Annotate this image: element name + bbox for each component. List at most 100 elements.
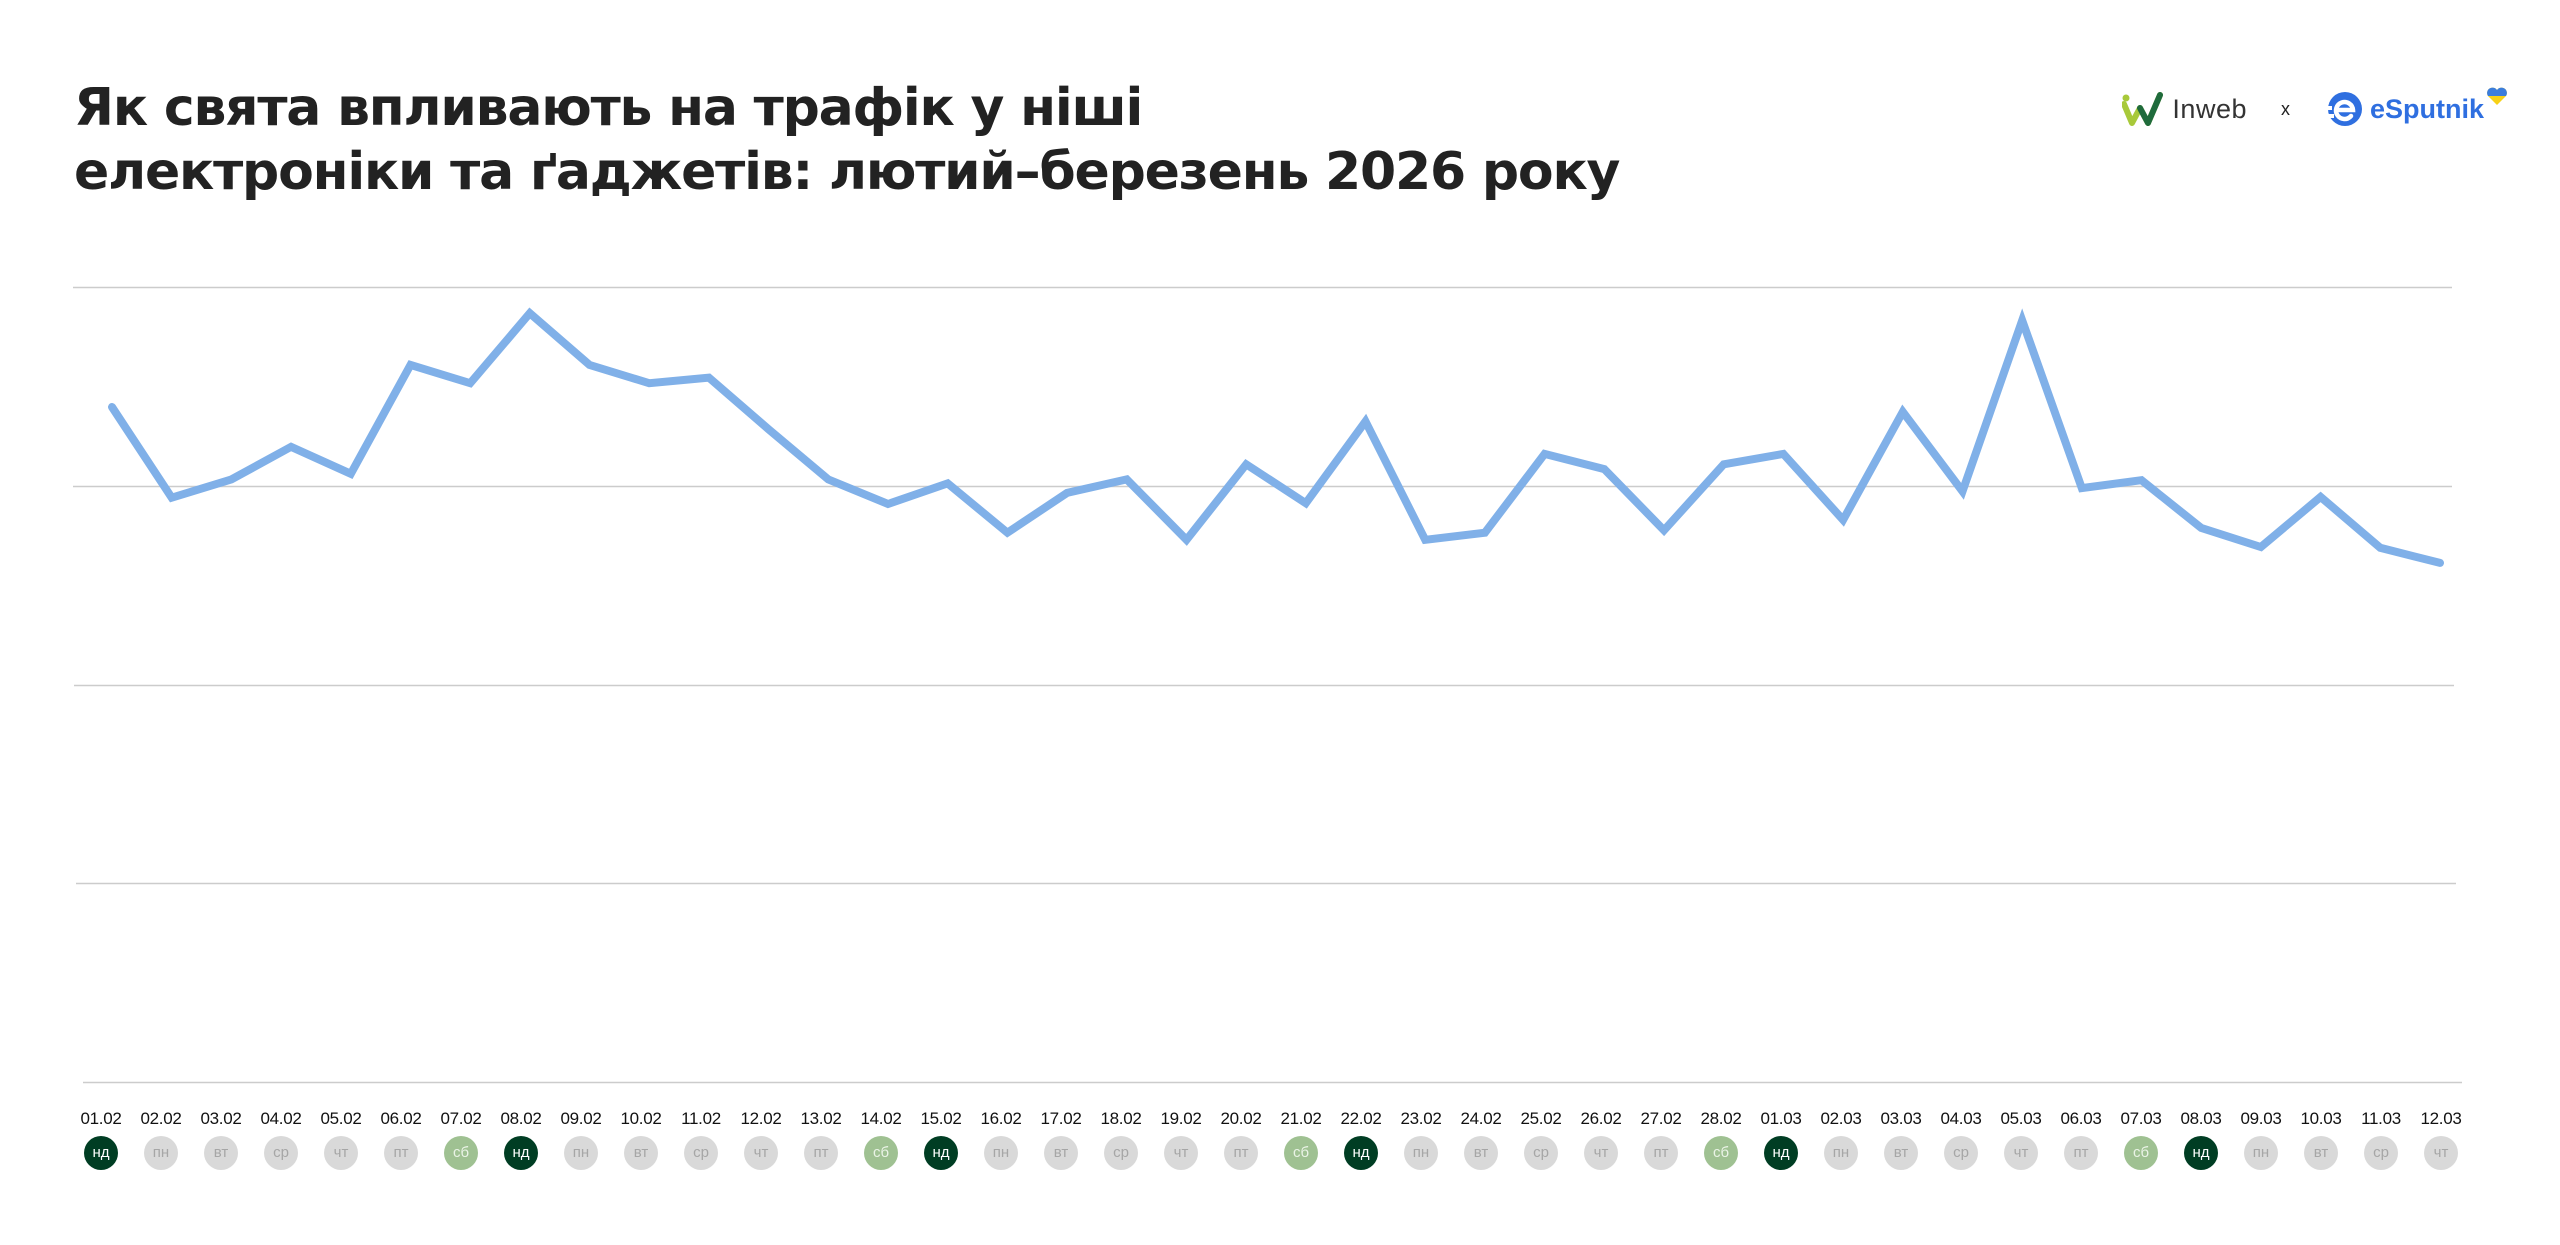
x-tick: 21.02 сб [1271, 1108, 1331, 1170]
chart-title: Як свята впливають на трафік у ніші елек… [74, 76, 1620, 204]
x-tick-date: 03.03 [1880, 1109, 1922, 1128]
weekday-badge-weekday: вт [1044, 1136, 1078, 1170]
esputnik-wordmark: eSputnik [2369, 93, 2484, 124]
x-tick: 23.02 пн [1391, 1108, 1451, 1170]
x-tick-date: 06.02 [380, 1109, 422, 1128]
x-tick-date: 09.02 [560, 1109, 602, 1128]
inweb-wordmark: Inweb [2172, 93, 2247, 124]
x-tick-date: 27.02 [1640, 1109, 1682, 1128]
weekday-badge-weekday: пт [804, 1136, 838, 1170]
x-axis-labels: 01.02 нд 02.02 пн 03.02 вт 04.02 ср 05.02 чт 06.02… [0, 1108, 2560, 1178]
weekday-badge-sunday: нд [1344, 1136, 1378, 1170]
x-tick-date: 26.02 [1580, 1109, 1622, 1128]
weekday-badge-weekday: пн [144, 1136, 178, 1170]
x-tick: 18.02 ср [1091, 1108, 1151, 1170]
x-tick-date: 14.02 [860, 1109, 902, 1128]
x-tick-date: 08.02 [500, 1109, 542, 1128]
weekday-badge-sunday: нд [2184, 1136, 2218, 1170]
x-tick-date: 06.03 [2060, 1109, 2102, 1128]
weekday-badge-weekday: вт [1884, 1136, 1918, 1170]
x-tick: 04.02 ср [251, 1108, 311, 1170]
weekday-badge-weekday: чт [324, 1136, 358, 1170]
weekday-badge-weekday: ср [2364, 1136, 2398, 1170]
x-tick: 05.02 чт [311, 1108, 371, 1170]
partner-logos: Inweb x eSputnik [2122, 84, 2508, 134]
x-tick: 16.02 пн [971, 1108, 1031, 1170]
x-tick-date: 02.02 [140, 1109, 182, 1128]
x-tick: 07.02 сб [431, 1108, 491, 1170]
x-tick-date: 07.03 [2120, 1109, 2162, 1128]
x-tick: 24.02 вт [1451, 1108, 1511, 1170]
logo-separator: x [2280, 98, 2290, 119]
inweb-logo: Inweb [2122, 92, 2247, 126]
x-tick: 09.02 пн [551, 1108, 611, 1170]
inweb-w-icon [2122, 92, 2164, 126]
weekday-badge-sunday: нд [1764, 1136, 1798, 1170]
weekday-badge-weekday: пт [1644, 1136, 1678, 1170]
x-tick-date: 03.02 [200, 1109, 242, 1128]
weekday-badge-weekday: ср [684, 1136, 718, 1170]
x-tick-date: 05.03 [2000, 1109, 2042, 1128]
weekday-badge-weekday: пн [1404, 1136, 1438, 1170]
x-tick: 14.02 сб [851, 1108, 911, 1170]
x-tick: 28.02 сб [1691, 1108, 1751, 1170]
x-tick-date: 05.02 [320, 1109, 362, 1128]
x-tick: 19.02 чт [1151, 1108, 1211, 1170]
x-tick-date: 08.03 [2180, 1109, 2222, 1128]
x-tick-date: 18.02 [1100, 1109, 1142, 1128]
weekday-badge-weekday: чт [2424, 1136, 2458, 1170]
x-tick-date: 07.02 [440, 1109, 482, 1128]
weekday-badge-saturday: сб [1704, 1136, 1738, 1170]
x-tick: 06.02 пт [371, 1108, 431, 1170]
x-tick-date: 01.03 [1760, 1109, 1802, 1128]
x-tick: 11.02 ср [671, 1108, 731, 1170]
x-tick: 26.02 чт [1571, 1108, 1631, 1170]
x-tick: 05.03 чт [1991, 1108, 2051, 1170]
weekday-badge-weekday: ср [1524, 1136, 1558, 1170]
x-tick: 04.03 ср [1931, 1108, 1991, 1170]
x-tick: 07.03 сб [2111, 1108, 2171, 1170]
x-tick: 15.02 нд [911, 1108, 971, 1170]
x-tick: 12.03 чт [2411, 1108, 2471, 1170]
x-tick: 02.03 пн [1811, 1108, 1871, 1170]
x-tick: 02.02 пн [131, 1108, 191, 1170]
x-tick-date: 28.02 [1700, 1109, 1742, 1128]
esputnik-e-icon [2325, 92, 2362, 126]
x-tick: 09.03 пн [2231, 1108, 2291, 1170]
x-tick: 12.02 чт [731, 1108, 791, 1170]
weekday-badge-weekday: ср [264, 1136, 298, 1170]
weekday-badge-saturday: сб [1284, 1136, 1318, 1170]
x-tick: 11.03 ср [2351, 1108, 2411, 1170]
x-tick-date: 10.02 [620, 1109, 662, 1128]
x-tick: 06.03 пт [2051, 1108, 2111, 1170]
x-tick-date: 02.03 [1820, 1109, 1862, 1128]
x-tick: 01.02 нд [71, 1108, 131, 1170]
weekday-badge-weekday: пт [384, 1136, 418, 1170]
x-tick: 13.02 пт [791, 1108, 851, 1170]
weekday-badge-weekday: пн [1824, 1136, 1858, 1170]
weekday-badge-weekday: чт [2004, 1136, 2038, 1170]
x-tick-date: 13.02 [800, 1109, 842, 1128]
chart-title-line-1: Як свята впливають на трафік у ніші [74, 78, 1143, 138]
weekday-badge-weekday: чт [1584, 1136, 1618, 1170]
x-tick: 01.03 нд [1751, 1108, 1811, 1170]
x-tick: 08.03 нд [2171, 1108, 2231, 1170]
esputnik-logo: eSputnik [2324, 87, 2508, 129]
gridlines [73, 286, 2462, 1084]
weekday-badge-saturday: сб [444, 1136, 478, 1170]
weekday-badge-weekday: ср [1104, 1136, 1138, 1170]
x-tick: 08.02 нд [491, 1108, 551, 1170]
weekday-badge-weekday: вт [1464, 1136, 1498, 1170]
weekday-badge-weekday: чт [1164, 1136, 1198, 1170]
x-tick-date: 19.02 [1160, 1109, 1202, 1128]
traffic-line [108, 307, 2444, 567]
weekday-badge-sunday: нд [84, 1136, 118, 1170]
x-tick: 22.02 нд [1331, 1108, 1391, 1170]
x-tick: 27.02 пт [1631, 1108, 1691, 1170]
weekday-badge-weekday: чт [744, 1136, 778, 1170]
weekday-badge-weekday: вт [2304, 1136, 2338, 1170]
x-tick-date: 21.02 [1280, 1109, 1322, 1128]
x-tick-date: 04.02 [260, 1109, 302, 1128]
x-tick-date: 12.03 [2420, 1109, 2462, 1128]
weekday-badge-saturday: сб [864, 1136, 898, 1170]
